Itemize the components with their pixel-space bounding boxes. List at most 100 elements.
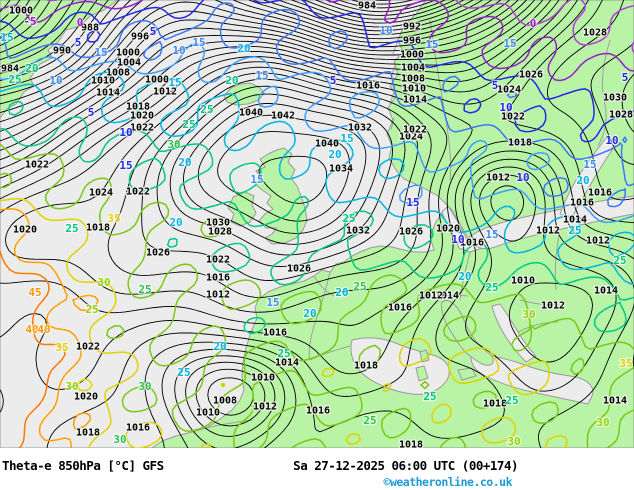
isobar-label: 1012: [536, 226, 560, 237]
isobar-label: 1016: [306, 406, 330, 417]
isobar-label: 984: [1, 64, 19, 75]
isobar-label: 1024: [497, 85, 521, 96]
isobar-label: 1008: [401, 74, 425, 85]
theta-label: 35: [619, 357, 632, 370]
isobar-label: 1018: [483, 399, 507, 410]
theta-label: 25: [138, 283, 151, 296]
isobar-label: 1022: [25, 160, 49, 171]
theta-label: 15: [119, 159, 132, 172]
theta-label: 15: [0, 31, 13, 44]
isobar-label: 1012: [486, 173, 510, 184]
theta-label: 15: [192, 36, 205, 49]
isobar-label: 990: [53, 46, 71, 57]
isobar-label: 1000: [400, 50, 424, 61]
theta-label: 15: [340, 132, 353, 145]
theta-label: 20: [169, 216, 182, 229]
theta-label: 20: [576, 174, 589, 187]
isobar-label: 1020: [13, 225, 37, 236]
isobar-label: 1022: [76, 342, 100, 353]
isobar-label: 1008: [213, 396, 237, 407]
theta-label: 20: [335, 286, 348, 299]
isobar-label: 1030: [206, 218, 230, 229]
theta-label: 5: [75, 36, 82, 49]
theta-label: 25: [485, 281, 498, 294]
theta-contour-30: [0, 143, 634, 448]
theta-contour-25: [0, 100, 634, 334]
isobar-label: 1018: [126, 102, 150, 113]
isobar-label: 1000: [116, 48, 140, 59]
theta-label: 25: [342, 212, 355, 225]
isobar-label: 1010: [91, 76, 115, 87]
theta-label: 10: [172, 44, 185, 57]
theta-label: -5: [23, 15, 36, 28]
theta-label: 5: [330, 74, 337, 87]
theta-label: 25: [85, 303, 98, 316]
isobar-label: 1018: [399, 440, 423, 449]
isobar-label: 1016: [570, 198, 594, 209]
theta-label: 25: [353, 280, 366, 293]
isobar-label: 984: [358, 1, 376, 12]
isobar-label: 1024: [89, 188, 113, 199]
theta-label: 25: [65, 222, 78, 235]
copyright-text: ©weatheronline.co.uk: [383, 475, 513, 489]
isobar-label: 1016: [263, 328, 287, 339]
isobar-label: 1016: [356, 81, 380, 92]
status-bar: Theta-e 850hPa [°C] GFS Sa 27-12-2025 06…: [0, 448, 634, 490]
isobar-label: 1042: [271, 111, 295, 122]
theta-label: 15: [266, 296, 279, 309]
theta-label: 25: [200, 103, 213, 116]
theta-label: 25: [423, 390, 436, 403]
land-sicily: [457, 367, 477, 381]
isobar-label: 996: [131, 32, 149, 43]
isobar-label: 1000: [9, 6, 33, 17]
theta-label: 10: [605, 134, 618, 147]
theta-label: 25: [8, 73, 21, 86]
isobar-label: 992: [403, 22, 421, 33]
theta-label: 0: [77, 16, 84, 29]
isobar-label: 1026: [399, 227, 423, 238]
theta-label: 20: [178, 156, 191, 169]
isobar-label: 1012: [153, 87, 177, 98]
theta-label: 10: [119, 126, 132, 139]
isobar-label: 1016: [460, 238, 484, 249]
isobar-label: 1012: [253, 402, 277, 413]
valid-time: Sa 27-12-2025 06:00 UTC (00+174): [293, 458, 518, 473]
theta-label: 10: [49, 74, 62, 87]
theta-label: 5: [150, 25, 157, 38]
theta-label: 30: [65, 380, 78, 393]
isobar-label: 1014: [563, 215, 587, 226]
theta-contour-20: [0, 71, 634, 286]
theta-contour-40: [0, 208, 99, 448]
theta-label: 5: [622, 71, 629, 84]
theta-label: 20: [237, 42, 250, 55]
isobar-label: 1026: [287, 264, 311, 275]
isobar-label: 1012: [541, 301, 565, 312]
theta-label: 25: [505, 394, 518, 407]
theta-e-labels: -5 0 0551520251015101551015152020252530201…: [0, 14, 634, 448]
isobar-label: 1016: [588, 188, 612, 199]
theta-contour-5: [0, 0, 634, 143]
theta-label: 30: [138, 380, 151, 393]
isobar-label: 1030: [603, 93, 627, 104]
sea-east-mediterranean: [470, 351, 594, 405]
isobar-label: 1028: [609, 110, 633, 121]
isobar-label: 1010: [511, 276, 535, 287]
isobar-label: 1022: [501, 112, 525, 123]
isobar-label: 1016: [206, 273, 230, 284]
isobar-label: 1034: [329, 164, 353, 175]
isobar-label: 1012: [586, 236, 610, 247]
theta-contour-35: [0, 197, 568, 448]
isobar-label: 1040: [315, 139, 339, 150]
theta-label: 15: [425, 38, 438, 51]
isobar-label: 1014: [403, 95, 427, 106]
isobar-label: 1018: [86, 223, 110, 234]
isobar-label: 1022: [403, 125, 427, 136]
theta-label: 5: [492, 79, 499, 92]
isobar-label: 1012: [419, 291, 443, 302]
isobar-label: 1040: [239, 108, 263, 119]
theta-label: 5: [88, 106, 95, 119]
theta-label: 20: [213, 340, 226, 353]
theta-label: 20: [225, 74, 238, 87]
isobar-label: 1014: [275, 358, 299, 369]
